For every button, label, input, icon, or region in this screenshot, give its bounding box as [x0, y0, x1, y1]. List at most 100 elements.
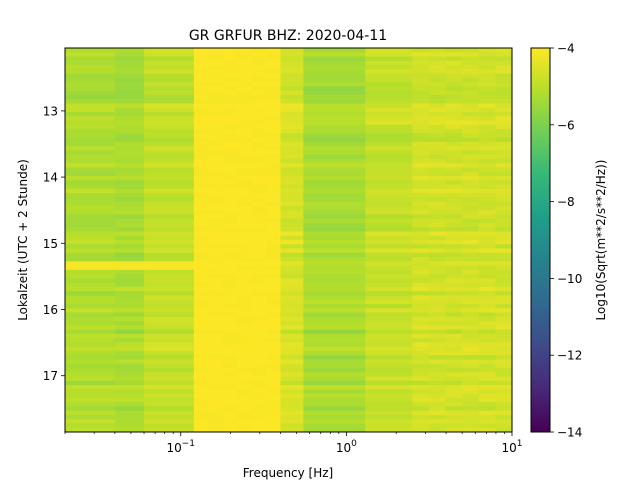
heatmap-cell — [280, 124, 304, 130]
heatmap-cell — [445, 312, 463, 318]
heatmap-cell — [412, 86, 430, 92]
heatmap-cell — [445, 342, 463, 348]
heatmap-cell — [445, 112, 463, 117]
heatmap-cell — [237, 65, 253, 70]
heatmap-cell — [445, 338, 463, 343]
heatmap-cell — [144, 325, 195, 331]
heatmap-cell — [208, 414, 224, 420]
heatmap-cell — [462, 137, 480, 143]
heatmap-cell — [208, 99, 224, 105]
heatmap-cell — [428, 124, 447, 130]
heatmap-cell — [251, 180, 267, 186]
heatmap-cell — [114, 129, 145, 134]
heatmap-cell — [65, 86, 116, 92]
heatmap-cell — [266, 406, 282, 412]
heatmap-cell — [462, 363, 480, 369]
heatmap-cell — [280, 372, 304, 378]
heatmap-cell — [303, 291, 366, 297]
heatmap-cell — [495, 60, 512, 66]
heatmap-cell — [193, 56, 209, 62]
heatmap-cell — [251, 73, 267, 79]
heatmap-cell — [65, 299, 116, 305]
heatmap-cell — [237, 423, 253, 429]
heatmap-cell — [495, 188, 512, 194]
heatmap-cell — [251, 389, 267, 395]
heatmap-cell — [303, 299, 366, 305]
heatmap-cell — [445, 197, 463, 203]
heatmap-cell — [251, 397, 267, 403]
heatmap-cell — [428, 184, 447, 190]
heatmap-cell — [478, 252, 496, 258]
heatmap-cell — [428, 231, 447, 237]
heatmap-cell — [280, 240, 304, 245]
heatmap-cell — [303, 393, 366, 399]
heatmap-cell — [495, 380, 512, 386]
heatmap-cell — [144, 282, 195, 288]
heatmap-cell — [365, 52, 413, 58]
heatmap-cell — [365, 286, 413, 292]
heatmap-cell — [445, 69, 463, 75]
heatmap-cell — [144, 99, 195, 105]
heatmap-cell — [428, 308, 447, 314]
heatmap-cell — [478, 299, 496, 305]
heatmap-cell — [445, 385, 463, 390]
heatmap-cell — [251, 171, 267, 177]
heatmap-cell — [428, 282, 447, 288]
heatmap-cell — [495, 372, 512, 378]
heatmap-cell — [266, 252, 282, 258]
heatmap-cell — [114, 103, 145, 109]
heatmap-cell — [251, 184, 267, 190]
heatmap-cell — [495, 52, 512, 58]
heatmap-cell — [114, 385, 145, 390]
heatmap-cell — [114, 257, 145, 262]
heatmap-cell — [266, 52, 282, 58]
heatmap-cell — [114, 218, 145, 224]
heatmap-cell — [266, 231, 282, 237]
heatmap-cell — [495, 261, 512, 267]
heatmap-cell — [266, 222, 282, 228]
heatmap-cell — [266, 389, 282, 395]
heatmap-cell — [237, 60, 253, 66]
heatmap-cell — [462, 274, 480, 279]
heatmap-cell — [428, 99, 447, 105]
heatmap-cell — [365, 193, 413, 198]
heatmap-cell — [478, 65, 496, 70]
heatmap-cell — [280, 176, 304, 181]
heatmap-cell — [114, 278, 145, 284]
heatmap-cell — [303, 380, 366, 386]
heatmap-cell — [303, 129, 366, 134]
heatmap-cell — [266, 107, 282, 113]
heatmap-cell — [462, 410, 480, 416]
heatmap-cell — [208, 248, 224, 254]
heatmap-cell — [251, 363, 267, 369]
heatmap-cell — [237, 346, 253, 352]
heatmap-cell — [65, 350, 116, 356]
heatmap-cell — [428, 171, 447, 177]
heatmap-cell — [478, 389, 496, 395]
heatmap-cell — [251, 372, 267, 378]
heatmap-cell — [478, 333, 496, 339]
heatmap-cell — [365, 163, 413, 169]
heatmap-cell — [144, 73, 195, 79]
heatmap-cell — [65, 397, 116, 403]
heatmap-cell — [280, 48, 304, 53]
heatmap-cell — [208, 359, 224, 365]
heatmap-cell — [495, 184, 512, 190]
heatmap-cell — [462, 116, 480, 122]
heatmap-cell — [462, 94, 480, 100]
heatmap-cell — [428, 355, 447, 361]
heatmap-cell — [478, 210, 496, 215]
heatmap-cell — [144, 65, 195, 70]
heatmap-cell — [495, 167, 512, 173]
heatmap-cell — [428, 69, 447, 75]
heatmap-cell — [208, 210, 224, 215]
heatmap-cell — [266, 385, 282, 390]
heatmap-cell — [144, 286, 195, 292]
heatmap-cell — [462, 350, 480, 356]
heatmap-cell — [65, 402, 116, 407]
heatmap-cell — [445, 427, 463, 432]
heatmap-cell — [478, 171, 496, 177]
heatmap-cell — [365, 240, 413, 245]
heatmap-cell — [280, 146, 304, 151]
heatmap-cell — [495, 414, 512, 420]
